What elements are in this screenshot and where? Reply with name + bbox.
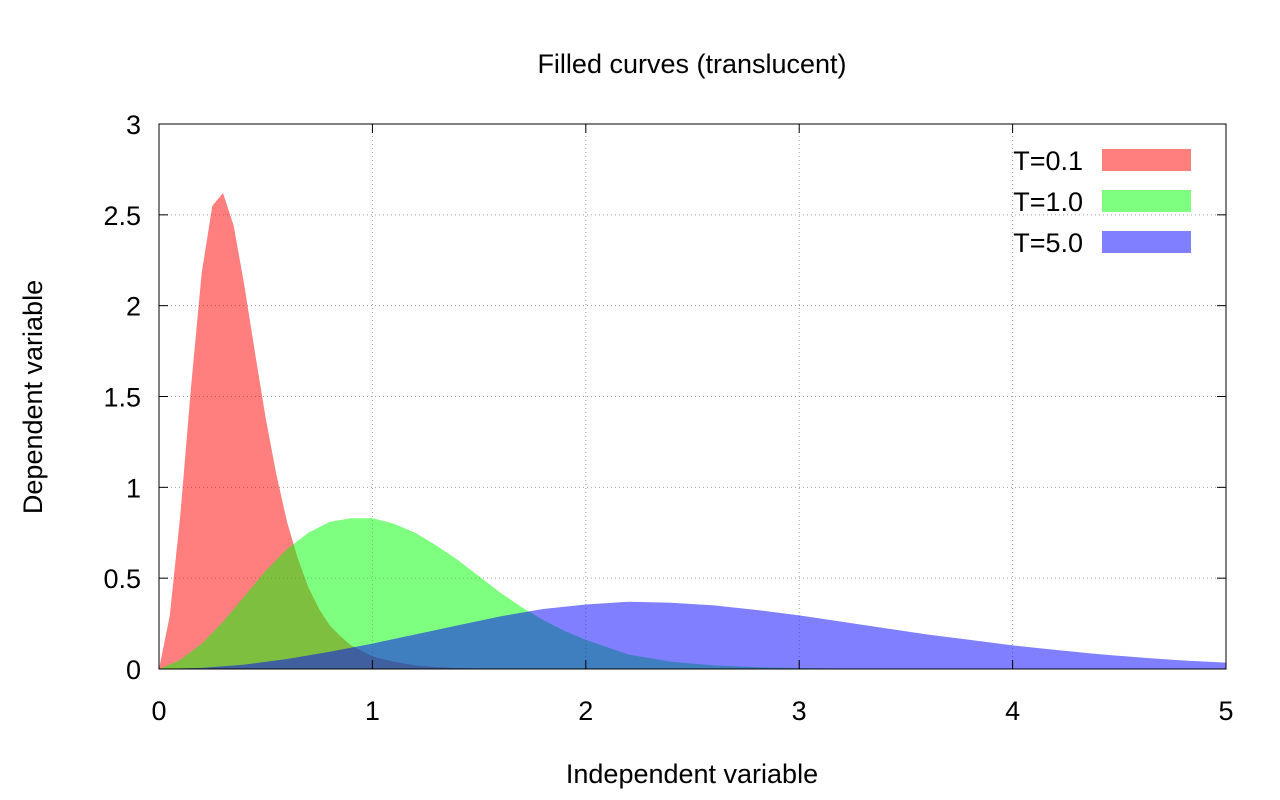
y-tick-label: 1.5: [103, 383, 141, 413]
legend-label: T=0.1: [1013, 146, 1083, 176]
x-tick-label: 1: [365, 696, 380, 726]
legend-swatch: [1102, 149, 1191, 171]
chart-title: Filled curves (translucent): [537, 49, 846, 79]
legend-swatch: [1102, 190, 1191, 212]
x-tick-label: 2: [578, 696, 593, 726]
series-layer: [159, 193, 1226, 669]
legend-label: T=5.0: [1013, 228, 1083, 258]
y-tick-label: 2: [126, 292, 141, 322]
x-tick-label: 5: [1218, 696, 1233, 726]
series-area-2: [159, 518, 1226, 669]
legend-label: T=1.0: [1013, 187, 1083, 217]
grid-layer: [159, 124, 1226, 669]
y-tick-label: 0: [126, 655, 141, 685]
chart-legend: T=0.1 T=1.0 T=5.0: [1013, 146, 1191, 258]
x-axis-label: Independent variable: [566, 759, 818, 789]
x-tick-label: 4: [1005, 696, 1020, 726]
axis-layer: 0 1 2 3 4 5 0 0.5 1 1.5 2 2.5 3: [103, 110, 1233, 726]
y-tick-label: 3: [126, 110, 141, 140]
x-tick-label: 3: [792, 696, 807, 726]
y-tick-label: 1: [126, 473, 141, 503]
y-tick-label: 2.5: [103, 201, 141, 231]
series-area-3: [159, 601, 1226, 669]
y-tick-label: 0.5: [103, 564, 141, 594]
legend-swatch: [1102, 231, 1191, 253]
x-tick-label: 0: [151, 696, 166, 726]
y-axis-label: Dependent variable: [18, 280, 48, 514]
